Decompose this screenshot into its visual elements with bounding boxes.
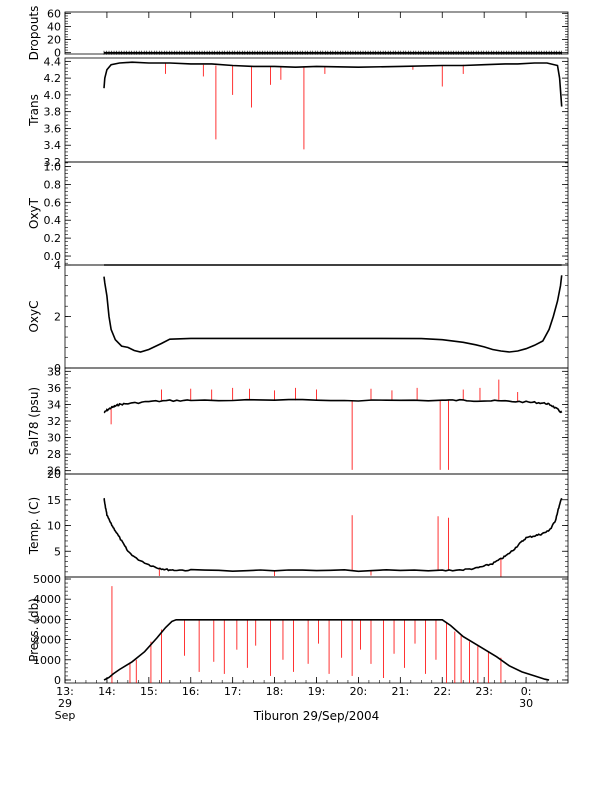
ytick-label-press: 4000 <box>33 593 61 606</box>
xtick-label: 19: <box>308 685 326 698</box>
ytick-label-trans: 4.2 <box>44 72 62 85</box>
ylabel-temp: Temp. (C) <box>27 497 41 555</box>
xtick-date-label: 29 <box>58 697 72 710</box>
ytick-label-temp: 5 <box>54 545 61 558</box>
ylabel-oxyc: OxyC <box>27 300 41 332</box>
ytick-label-oxyt: 0.6 <box>44 196 62 209</box>
ytick-label-oxyt: 0.0 <box>44 250 62 263</box>
ytick-label-press: 0 <box>54 674 61 687</box>
ytick-label-press: 1000 <box>33 654 61 667</box>
series-line-press-0 <box>103 619 550 681</box>
ytick-label-oxyt: 0.4 <box>44 214 62 227</box>
ytick-label-oxyc: 4 <box>54 259 61 272</box>
xtick-label: 0: <box>521 685 532 698</box>
ytick-label-sal: 36 <box>47 382 61 395</box>
ytick-label-trans: 3.6 <box>44 122 62 135</box>
xtick-label: 20: <box>350 685 368 698</box>
panel-frame-oxyt <box>64 161 569 266</box>
ytick-label-oxyc: 0 <box>54 362 61 375</box>
ytick-label-dropouts: 40 <box>47 20 61 33</box>
ytick-label-sal: 38 <box>47 365 61 378</box>
ytick-label-oxyt: 0.8 <box>44 178 62 191</box>
xlabel: Tiburon 29/Sep/2004 <box>253 709 379 723</box>
ytick-label-trans: 4.0 <box>44 89 62 102</box>
ytick-label-oxyt: 1.0 <box>44 160 62 173</box>
ytick-label-dropouts: 60 <box>47 7 61 20</box>
series-line-sal-0 <box>103 398 563 414</box>
ytick-label-press: 5000 <box>33 573 61 586</box>
xtick-label: 22: <box>433 685 451 698</box>
xtick-label: 17: <box>224 685 242 698</box>
series-line-temp-0 <box>103 497 563 573</box>
ylabel-trans: Trans <box>27 94 41 127</box>
ytick-label-dropouts: 20 <box>47 34 61 47</box>
ytick-label-press: 2000 <box>33 634 61 647</box>
xtick-label: 13: <box>56 685 74 698</box>
panel-frame-press <box>64 576 569 684</box>
ytick-label-sal: 34 <box>47 398 61 411</box>
xtick-label: 15: <box>140 685 158 698</box>
series-line-trans-0 <box>103 61 563 107</box>
panel-frame-sal <box>64 367 569 475</box>
xtick-label: 23: <box>475 685 493 698</box>
xtick-label: 16: <box>182 685 200 698</box>
ytick-label-sal: 26 <box>47 465 61 478</box>
panel-frame-trans <box>64 57 569 163</box>
ytick-label-trans: 3.4 <box>44 139 62 152</box>
ylabel-dropouts: Dropouts <box>27 6 41 61</box>
xtick-label: 14: <box>98 685 116 698</box>
ytick-label-dropouts: 0 <box>54 47 61 60</box>
ytick-label-temp: 20 <box>47 468 61 481</box>
ylabel-press: Press. (db) <box>27 598 41 662</box>
ytick-label-sal: 30 <box>47 432 61 445</box>
ytick-label-temp: 15 <box>47 494 61 507</box>
ytick-label-oxyt: 0.2 <box>44 232 62 245</box>
ytick-label-press: 3000 <box>33 613 61 626</box>
ytick-label-sal: 32 <box>47 415 61 428</box>
ytick-label-trans: 3.8 <box>44 106 62 119</box>
panel-frame-dropouts <box>64 11 569 55</box>
xtick-label: 18: <box>266 685 284 698</box>
series-line-oxyc-1 <box>103 275 563 353</box>
xtick-label: 21: <box>391 685 409 698</box>
ytick-label-trans: 4.4 <box>44 55 62 68</box>
ylabel-oxyt: OxyT <box>27 197 41 229</box>
xtick-month-label: Sep <box>55 709 76 722</box>
ytick-label-sal: 28 <box>47 448 61 461</box>
xtick-date-label: 30 <box>519 697 533 710</box>
ylabel-sal: Sal78 (psu) <box>27 387 41 455</box>
ytick-label-trans: 3.2 <box>44 156 62 169</box>
ytick-label-oxyc: 2 <box>54 311 61 324</box>
ytick-label-temp: 10 <box>47 520 61 533</box>
